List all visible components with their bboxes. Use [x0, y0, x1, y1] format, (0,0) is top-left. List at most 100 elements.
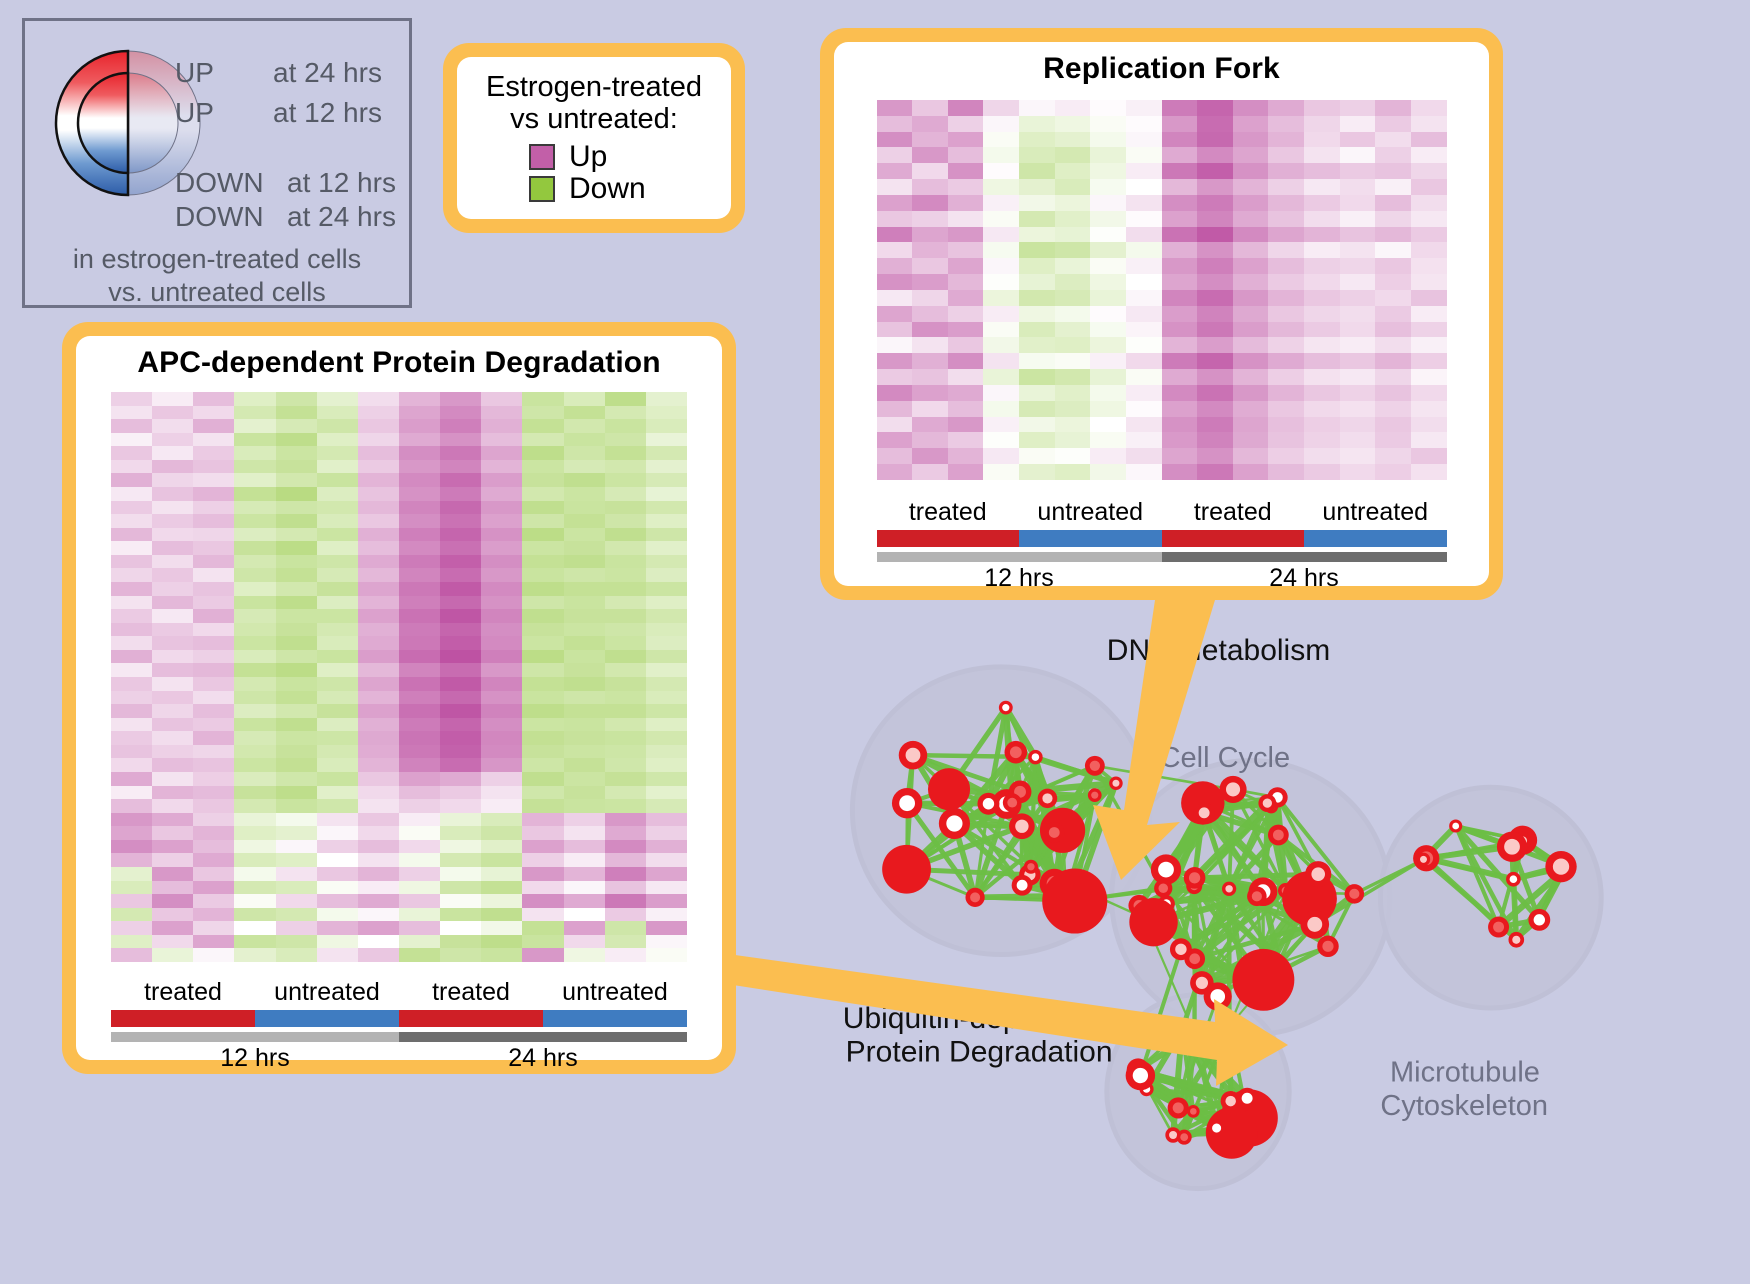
heatmap-cell	[605, 473, 646, 487]
heatmap-cell	[193, 636, 234, 650]
node-core	[1190, 1029, 1200, 1039]
heatmap-cell	[1197, 132, 1233, 148]
heatmap-cell	[605, 881, 646, 895]
heatmap-cell	[1233, 306, 1269, 322]
heatmap-cell	[646, 460, 687, 474]
heatmap-cell	[440, 840, 481, 854]
heatmap-cell	[358, 853, 399, 867]
network-node	[1003, 793, 1022, 812]
heatmap-cell	[1197, 306, 1233, 322]
node-core	[899, 795, 915, 811]
network-node	[1126, 1061, 1155, 1090]
heatmap-cell	[193, 514, 234, 528]
heatmap-cell	[1268, 195, 1304, 211]
heatmap-cell	[605, 623, 646, 637]
heatmap-cell	[1126, 448, 1162, 464]
network-node	[1497, 832, 1527, 862]
heatmap-cell	[358, 731, 399, 745]
heatmap-cell	[234, 460, 275, 474]
heatmap-cell	[358, 867, 399, 881]
heatmap-cell	[440, 541, 481, 555]
heatmap-cell	[399, 636, 440, 650]
heatmap-cell	[1233, 290, 1269, 306]
heatmap-cell	[152, 745, 193, 759]
heatmap-cell	[440, 921, 481, 935]
heatmap-cell	[1055, 116, 1091, 132]
heatmap-cell	[1019, 401, 1055, 417]
heatmap-cell	[605, 786, 646, 800]
heatmap-cell	[317, 501, 358, 515]
heatmap-cell	[1375, 258, 1411, 274]
heatmap-cell	[276, 908, 317, 922]
heatmap-cell	[522, 406, 563, 420]
heatmap-cell	[1375, 464, 1411, 480]
heatmap-cell	[152, 473, 193, 487]
heatmap-cell	[646, 786, 687, 800]
heatmap-cell	[276, 406, 317, 420]
heatmap-cell	[317, 867, 358, 881]
heatmap-cell	[1055, 132, 1091, 148]
node-core	[1311, 867, 1325, 881]
node-core	[928, 768, 970, 810]
heatmap-cell	[399, 487, 440, 501]
heatmap-cell	[358, 501, 399, 515]
heatmap-cell	[440, 826, 481, 840]
node-core	[1512, 936, 1520, 944]
heatmap-cell	[193, 582, 234, 596]
heatmap-cell	[399, 853, 440, 867]
heatmap-cell	[1340, 274, 1376, 290]
heatmap-cell	[481, 446, 522, 460]
heatmap-cell	[877, 227, 913, 243]
heatmap-cell	[564, 772, 605, 786]
heatmap-cell	[481, 731, 522, 745]
node-core	[1263, 798, 1272, 807]
heatmap-cell	[646, 948, 687, 962]
heatmap-cell	[522, 636, 563, 650]
network-node	[1488, 917, 1509, 938]
heatmap-cell	[1019, 464, 1055, 480]
heatmap-cell	[912, 385, 948, 401]
heatmap-cell	[522, 691, 563, 705]
heatmap-cell	[1340, 417, 1376, 433]
heatmap-cell	[481, 758, 522, 772]
heatmap-cell	[276, 514, 317, 528]
network-node	[1258, 794, 1276, 812]
node-core	[1133, 1068, 1148, 1083]
heatmap-cell	[317, 609, 358, 623]
heatmap-cell	[152, 596, 193, 610]
heatmap-cell	[111, 948, 152, 962]
heatmap-cell	[983, 242, 1019, 258]
heatmap-cell	[358, 826, 399, 840]
heatmap-cell	[1162, 306, 1198, 322]
heatmap-cell	[1090, 401, 1126, 417]
heatmap-cell	[276, 623, 317, 637]
heatmap-cell	[564, 731, 605, 745]
heatmap-cell	[358, 718, 399, 732]
node-core	[946, 815, 962, 831]
heatmap-cell	[234, 772, 275, 786]
heatmap-cell	[948, 322, 984, 338]
node-core	[1225, 885, 1232, 892]
heatmap-cell	[1268, 385, 1304, 401]
heatmap-cell	[646, 921, 687, 935]
heatmap-cell	[152, 419, 193, 433]
heatmap-cell	[152, 772, 193, 786]
estrogen-legend-title-line2: vs untreated:	[473, 103, 715, 135]
heatmap-cell	[358, 745, 399, 759]
heatmap-cell	[358, 473, 399, 487]
heatmap-cell	[111, 541, 152, 555]
heatmap-cell	[1375, 432, 1411, 448]
heatmap-cell	[877, 337, 913, 353]
heatmap-cell	[522, 704, 563, 718]
heatmap-cell	[111, 772, 152, 786]
heatmap-cell	[1375, 274, 1411, 290]
heatmap-cell	[1019, 369, 1055, 385]
heatmap-cell	[1197, 179, 1233, 195]
heatmap-cell	[193, 609, 234, 623]
heatmap-cell	[948, 211, 984, 227]
heatmap-cell	[234, 881, 275, 895]
network-node	[1247, 887, 1267, 907]
